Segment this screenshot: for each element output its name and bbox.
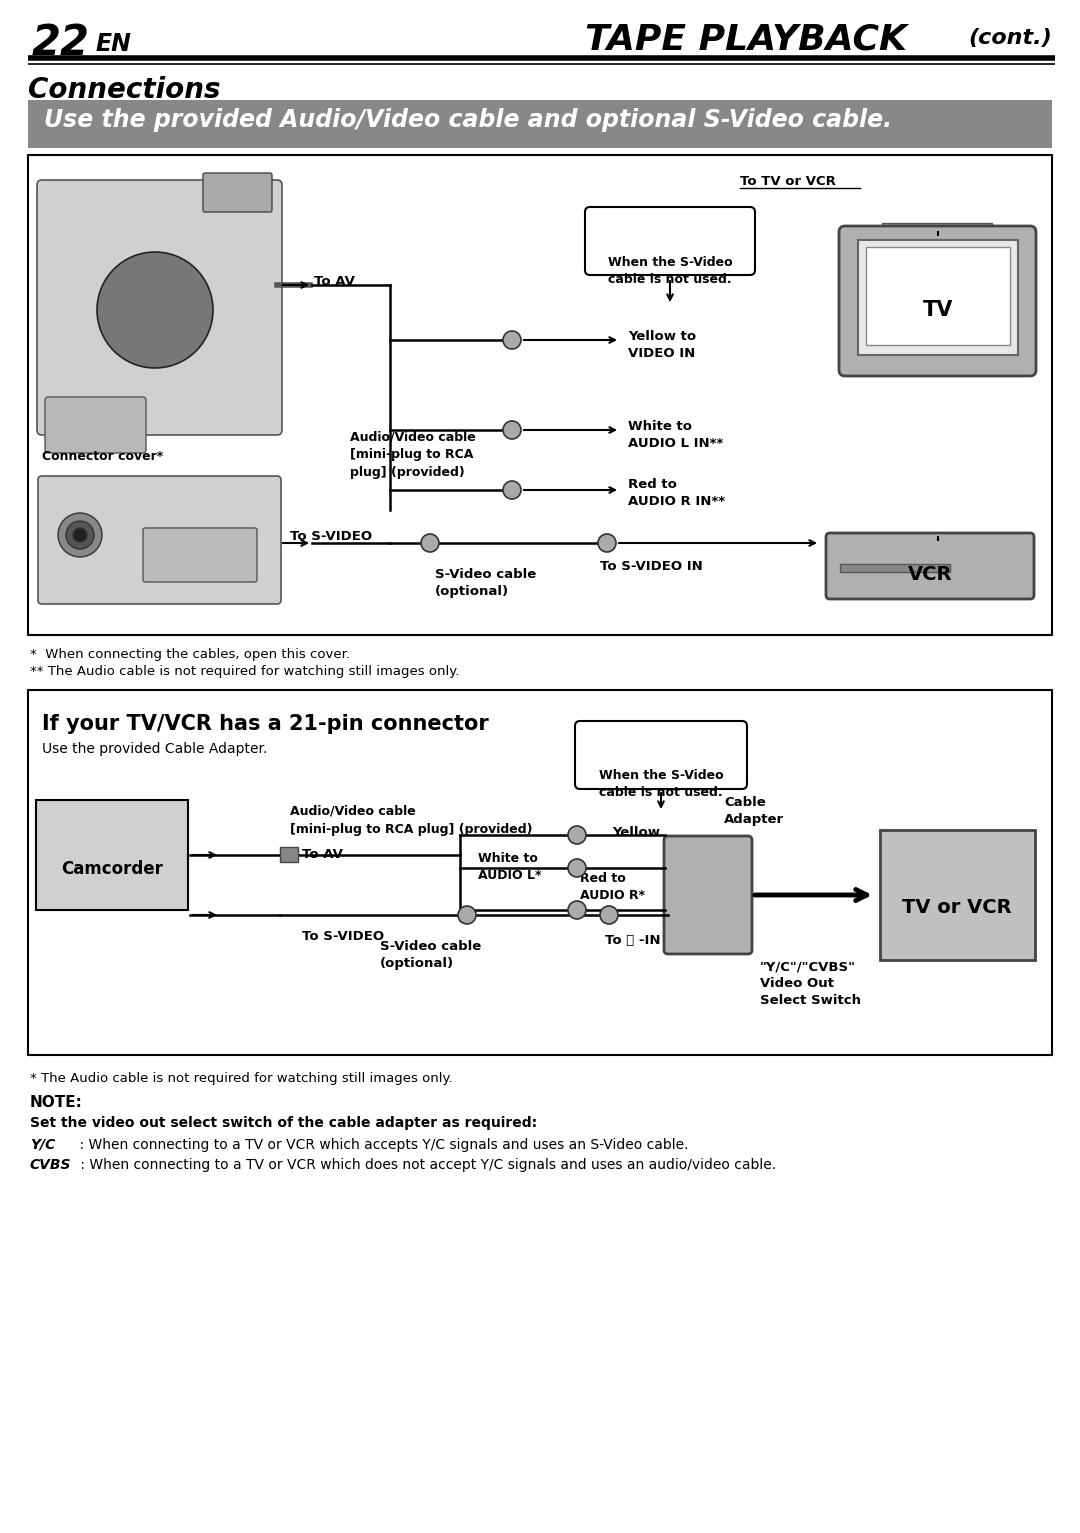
FancyBboxPatch shape — [37, 179, 282, 435]
Text: Set the video out select switch of the cable adapter as required:: Set the video out select switch of the c… — [30, 1116, 537, 1130]
Bar — [880, 829, 1035, 960]
Text: Use the provided Cable Adapter.: Use the provided Cable Adapter. — [42, 742, 268, 756]
Text: EN: EN — [96, 32, 132, 57]
Text: TV or VCR: TV or VCR — [902, 898, 1012, 917]
Text: To S-VIDEO: To S-VIDEO — [302, 931, 384, 943]
Bar — [840, 564, 950, 572]
Text: S-Video cable
(optional): S-Video cable (optional) — [435, 569, 537, 598]
Bar — [28, 155, 1052, 635]
Circle shape — [568, 901, 586, 918]
Circle shape — [73, 527, 87, 543]
Text: Audio/Video cable
[mini-plug to RCA
plug] (provided): Audio/Video cable [mini-plug to RCA plug… — [350, 429, 476, 478]
Text: *  When connecting the cables, open this cover.: * When connecting the cables, open this … — [30, 648, 350, 661]
Circle shape — [97, 251, 213, 368]
Bar — [866, 247, 1010, 345]
Bar — [858, 241, 1018, 356]
Circle shape — [58, 514, 102, 556]
FancyBboxPatch shape — [585, 207, 755, 274]
Text: Red to
AUDIO R IN**: Red to AUDIO R IN** — [627, 478, 725, 507]
Text: Connections: Connections — [28, 77, 220, 104]
Text: To AV: To AV — [314, 274, 355, 288]
Text: To AV: To AV — [302, 848, 342, 862]
Text: Red to
AUDIO R*: Red to AUDIO R* — [580, 872, 645, 901]
Bar — [882, 222, 993, 235]
Circle shape — [503, 422, 521, 438]
Text: "Y/C"/"CVBS"
Video Out
Select Switch: "Y/C"/"CVBS" Video Out Select Switch — [760, 960, 861, 1007]
Text: ** The Audio cable is not required for watching still images only.: ** The Audio cable is not required for w… — [30, 665, 459, 678]
Text: Camcorder: Camcorder — [62, 860, 163, 878]
Circle shape — [568, 826, 586, 845]
Circle shape — [129, 284, 181, 336]
Text: : When connecting to a TV or VCR which does not accept Y/C signals and uses an a: : When connecting to a TV or VCR which d… — [76, 1157, 777, 1173]
Text: Audio/Video cable
[mini-plug to RCA plug] (provided): Audio/Video cable [mini-plug to RCA plug… — [291, 805, 532, 835]
Circle shape — [143, 297, 167, 322]
Text: Cable
Adapter: Cable Adapter — [724, 796, 784, 826]
Circle shape — [421, 533, 438, 552]
Text: TV: TV — [922, 300, 954, 320]
FancyBboxPatch shape — [203, 173, 272, 212]
Text: 22: 22 — [32, 21, 90, 64]
Text: To S-VIDEO IN: To S-VIDEO IN — [600, 560, 703, 573]
Text: Yellow to
VIDEO IN: Yellow to VIDEO IN — [627, 330, 697, 360]
FancyBboxPatch shape — [826, 533, 1034, 599]
Text: Y/C: Y/C — [30, 1137, 55, 1151]
Circle shape — [113, 268, 197, 353]
Text: If your TV/VCR has a 21-pin connector: If your TV/VCR has a 21-pin connector — [42, 714, 489, 734]
Bar — [28, 100, 1052, 149]
Text: Connector cover*: Connector cover* — [42, 451, 163, 463]
Circle shape — [568, 858, 586, 877]
Circle shape — [598, 533, 616, 552]
Text: To TV or VCR: To TV or VCR — [740, 175, 836, 189]
Text: CVBS: CVBS — [30, 1157, 71, 1173]
Text: Yellow: Yellow — [612, 826, 660, 839]
Bar — [28, 690, 1052, 1055]
Circle shape — [503, 331, 521, 350]
Text: S-Video cable
(optional): S-Video cable (optional) — [380, 940, 482, 970]
Circle shape — [66, 521, 94, 549]
Text: When the S-Video
cable is not used.: When the S-Video cable is not used. — [608, 256, 732, 287]
Text: : When connecting to a TV or VCR which accepts Y/C signals and uses an S-Video c: : When connecting to a TV or VCR which a… — [62, 1137, 689, 1151]
FancyBboxPatch shape — [575, 721, 747, 789]
Text: White to
AUDIO L IN**: White to AUDIO L IN** — [627, 420, 724, 451]
FancyBboxPatch shape — [45, 397, 146, 452]
Circle shape — [458, 906, 476, 924]
Text: To Ⓢ -IN: To Ⓢ -IN — [605, 934, 661, 947]
Text: * The Audio cable is not required for watching still images only.: * The Audio cable is not required for wa… — [30, 1072, 453, 1085]
Text: To S-VIDEO: To S-VIDEO — [291, 530, 373, 543]
Text: When the S-Video
cable is not used.: When the S-Video cable is not used. — [598, 770, 724, 799]
Text: White to
AUDIO L*: White to AUDIO L* — [478, 852, 541, 881]
Bar — [36, 800, 188, 911]
Text: VCR: VCR — [908, 566, 953, 584]
FancyBboxPatch shape — [664, 835, 752, 954]
FancyBboxPatch shape — [143, 527, 257, 583]
Text: NOTE:: NOTE: — [30, 1095, 83, 1110]
Bar — [280, 848, 298, 862]
Text: Use the provided Audio/Video cable and optional S-Video cable.: Use the provided Audio/Video cable and o… — [44, 107, 892, 132]
Circle shape — [600, 906, 618, 924]
Text: (cont.): (cont.) — [969, 28, 1052, 48]
Text: TAPE PLAYBACK: TAPE PLAYBACK — [585, 21, 907, 57]
FancyBboxPatch shape — [839, 225, 1036, 376]
FancyBboxPatch shape — [38, 477, 281, 604]
Circle shape — [503, 481, 521, 500]
